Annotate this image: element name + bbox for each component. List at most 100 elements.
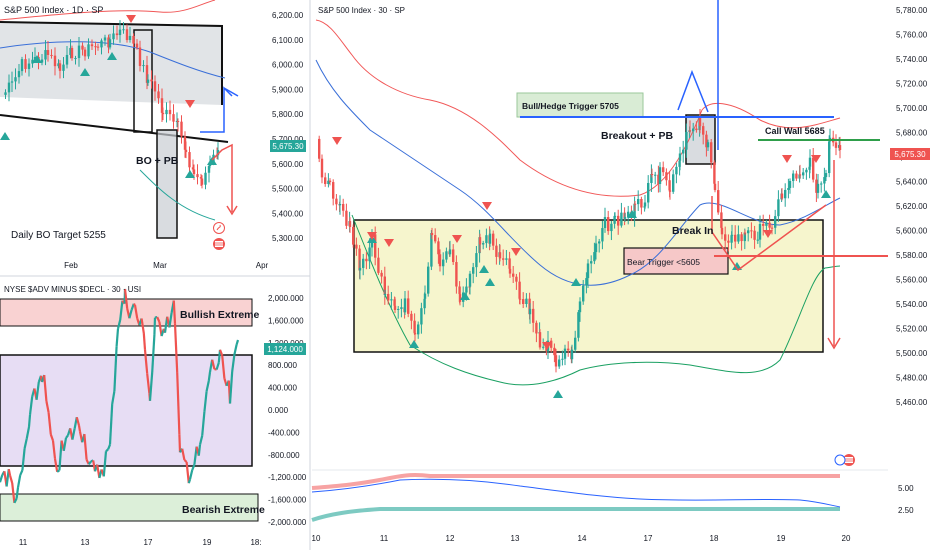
candle-body	[147, 80, 149, 83]
candle-body	[512, 274, 514, 277]
candle-body	[28, 64, 30, 69]
x-tick-label: Apr	[256, 261, 269, 270]
x-tick-label: 13	[511, 534, 520, 543]
breadth-bar	[117, 329, 118, 347]
candle-body	[104, 37, 106, 40]
candle-body	[817, 184, 819, 193]
daily-y-axis[interactable]: 6,200.006,100.006,000.005,900.005,800.00…	[272, 11, 304, 243]
candle-body	[542, 347, 544, 348]
info-icon[interactable]	[214, 223, 225, 234]
breadth-bar	[179, 435, 180, 453]
candle-body	[774, 216, 776, 228]
y-tick-label: 5,520.00	[896, 325, 928, 334]
candle-body	[359, 268, 361, 271]
candle-body	[781, 194, 783, 199]
y-tick-label: -800.000	[268, 451, 300, 460]
breadth-bar	[144, 333, 145, 350]
breadth-bar	[18, 475, 20, 487]
candle-body	[332, 182, 334, 199]
intraday-chart-panel[interactable]: S&P 500 Index · 30 · SP Bull/Hedge Trigg…	[312, 0, 930, 543]
breadth-bar	[190, 470, 192, 479]
candle-body	[417, 324, 419, 334]
daily-chart-panel[interactable]: S&P 500 Index · 1D · SP BO + PB Daily BO…	[0, 0, 306, 270]
breadth-bar	[0, 475, 2, 482]
candle-body	[789, 181, 791, 188]
breadth-last-value: 1,124.000	[267, 345, 303, 354]
candle-body	[119, 30, 121, 35]
candle-body	[374, 234, 376, 257]
candle-body	[74, 58, 76, 59]
candle-body	[162, 113, 164, 114]
candle-body	[784, 190, 786, 198]
y-tick-label: 5,600.00	[272, 160, 304, 169]
candle-body	[94, 46, 96, 47]
candle-body	[593, 252, 595, 261]
candle-body	[362, 259, 364, 268]
candle-body	[792, 174, 794, 181]
x-tick-label: 13	[81, 538, 90, 547]
intraday-y-axis[interactable]: 5,780.005,760.005,740.005,720.005,700.00…	[896, 6, 928, 515]
y-tick-label: 1,600.000	[268, 316, 304, 325]
candle-body	[759, 224, 761, 240]
candle-body	[582, 286, 584, 302]
breadth-bar	[57, 470, 59, 471]
daily-last-price: 5,675.30	[272, 142, 304, 151]
candle-body	[682, 150, 684, 154]
candle-body	[434, 235, 436, 241]
info-icon[interactable]	[835, 455, 845, 465]
x-tick-label: 17	[144, 538, 153, 547]
candle-body	[177, 121, 179, 122]
candle-body	[823, 177, 825, 183]
x-tick-label: 20	[842, 534, 851, 543]
breadth-bar	[106, 449, 108, 451]
candle-body	[329, 181, 331, 182]
candle-body	[675, 167, 677, 174]
breadth-chart-panel[interactable]: NYSE $ADV MINUS $DECL · 30 · USI Bullish…	[0, 285, 307, 547]
candle-body	[324, 177, 326, 184]
candle-body	[659, 167, 661, 184]
candle-body	[762, 224, 764, 226]
candle-body	[365, 259, 367, 261]
candle-body	[339, 204, 341, 205]
candle-body	[604, 217, 606, 228]
candle-body	[795, 174, 797, 179]
y-tick-label: 5,560.00	[896, 276, 928, 285]
y-tick-label: 5,460.00	[896, 398, 928, 407]
bear-trigger-label: Bear Trigger <5605	[627, 257, 700, 267]
candle-body	[525, 299, 527, 304]
candle-body	[654, 175, 656, 176]
candle-body	[165, 110, 167, 114]
candle-body	[747, 230, 749, 233]
x-tick-label: 18:	[250, 538, 261, 547]
breadth-bar	[154, 318, 155, 335]
candle-body	[505, 258, 507, 259]
y-tick-label: 5,720.00	[896, 80, 928, 89]
candle-body	[445, 251, 447, 259]
candle-body	[437, 241, 439, 254]
candle-body	[54, 56, 56, 66]
osc-lower-band	[312, 509, 840, 520]
candle-body	[731, 235, 733, 236]
candle-body	[50, 55, 52, 56]
breadth-bar	[10, 475, 12, 483]
candle-body	[71, 48, 73, 58]
candle-body	[397, 309, 399, 310]
candle-body	[122, 29, 124, 30]
sell-signal-triangle	[332, 137, 342, 145]
candle-body	[672, 174, 674, 191]
candle-body	[78, 46, 80, 58]
candle-body	[529, 309, 531, 314]
y-tick-label: 5,580.00	[896, 251, 928, 260]
candle-body	[679, 153, 681, 160]
candle-body	[555, 355, 557, 366]
candle-body	[139, 48, 141, 66]
y-tick-label: 5,500.00	[896, 349, 928, 358]
breadth-y-axis[interactable]: 2,000.0001,600.0001,200.000800.000400.00…	[268, 294, 307, 527]
candle-body	[699, 117, 701, 126]
y-tick-label: -1,200.000	[268, 473, 307, 482]
flag-icon[interactable]	[213, 238, 225, 250]
